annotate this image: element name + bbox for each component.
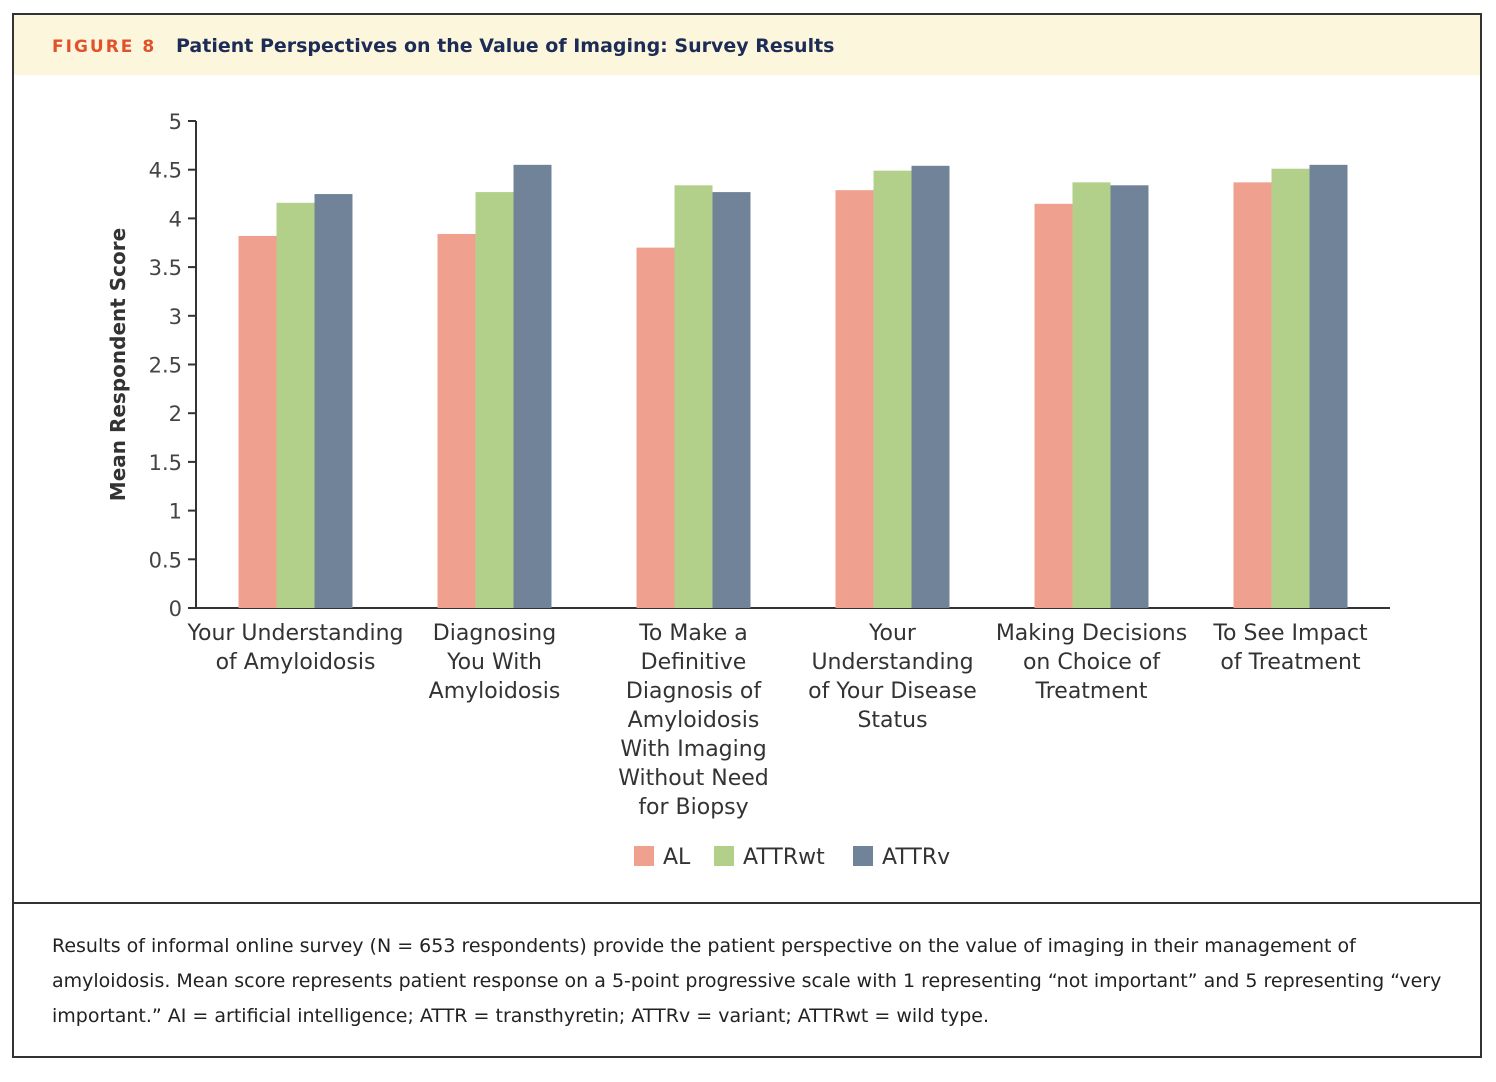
y-axis-title: Mean Respondent Score xyxy=(106,228,130,501)
bar-attrwt xyxy=(276,202,315,608)
y-tick-label: 2.5 xyxy=(149,354,182,378)
bar-attrv xyxy=(1309,164,1348,608)
figure-title: Patient Perspectives on the Value of Ima… xyxy=(176,35,835,57)
x-category-label: To Make a Definitive Diagnosis of Amyloidos… xyxy=(618,621,768,820)
y-tick-label: 0 xyxy=(169,597,182,621)
y-tick-label: 4.5 xyxy=(149,159,182,183)
y-tick-label: 3.5 xyxy=(149,256,182,280)
x-category-label: To See Impact of Treatment xyxy=(1212,621,1368,675)
legend-label-attrwt: ATTRwt xyxy=(743,845,825,870)
legend-label-attrv: ATTRv xyxy=(882,845,950,870)
legend-label-al: AL xyxy=(663,845,691,870)
legend-swatch-attrv xyxy=(853,846,873,866)
bar-al xyxy=(1233,182,1272,608)
x-category-label: Your Understanding of Your Disease Status xyxy=(808,621,977,733)
bar-attrv xyxy=(513,164,552,608)
bar-attrv xyxy=(712,192,751,608)
bar-attrwt xyxy=(1072,182,1111,608)
bar-attrwt xyxy=(1271,168,1310,608)
y-tick-label: 4 xyxy=(169,207,182,231)
x-category-label: Making Decisions on Choice of Treatment xyxy=(996,621,1187,704)
bar-chart: 0 0.5 1 1.5 2 2.5 3 3.5 4 4.5 5 Mean Respondent Sco… xyxy=(106,110,1390,870)
figure-number: FIGURE 8 xyxy=(52,37,157,57)
y-tick-label: 5 xyxy=(169,110,182,134)
x-category-label: Your Understanding of Amyloidosis xyxy=(186,621,403,675)
y-tick-label: 2 xyxy=(169,402,182,426)
figure-frame: FIGURE 8 Patient Perspectives on the Val… xyxy=(12,13,1482,1058)
bar-al xyxy=(437,233,476,608)
y-tick-label: 1 xyxy=(169,500,182,524)
figure-title-bar: FIGURE 8 Patient Perspectives on the Val… xyxy=(14,15,1480,75)
bar-al xyxy=(238,235,277,608)
bar-attrv xyxy=(911,165,950,608)
bar-al xyxy=(1034,203,1073,609)
bar-al xyxy=(636,247,675,608)
x-category-label: Diagnosing You With Amyloidosis xyxy=(429,621,561,704)
bar-attrv xyxy=(314,194,353,609)
legend-swatch-attrwt xyxy=(714,846,734,866)
y-tick-label: 1.5 xyxy=(149,451,182,475)
bar-al xyxy=(835,190,874,608)
bar-attrwt xyxy=(674,185,713,608)
bar-attrwt xyxy=(475,192,514,608)
y-tick-label: 3 xyxy=(169,305,182,329)
figure-caption: Results of informal online survey (N = 6… xyxy=(52,935,1442,1027)
bar-attrv xyxy=(1110,185,1149,608)
legend-swatch-al xyxy=(634,846,654,866)
y-tick-label: 0.5 xyxy=(149,548,182,572)
bar-attrwt xyxy=(873,170,912,608)
caption-divider xyxy=(14,902,1480,904)
